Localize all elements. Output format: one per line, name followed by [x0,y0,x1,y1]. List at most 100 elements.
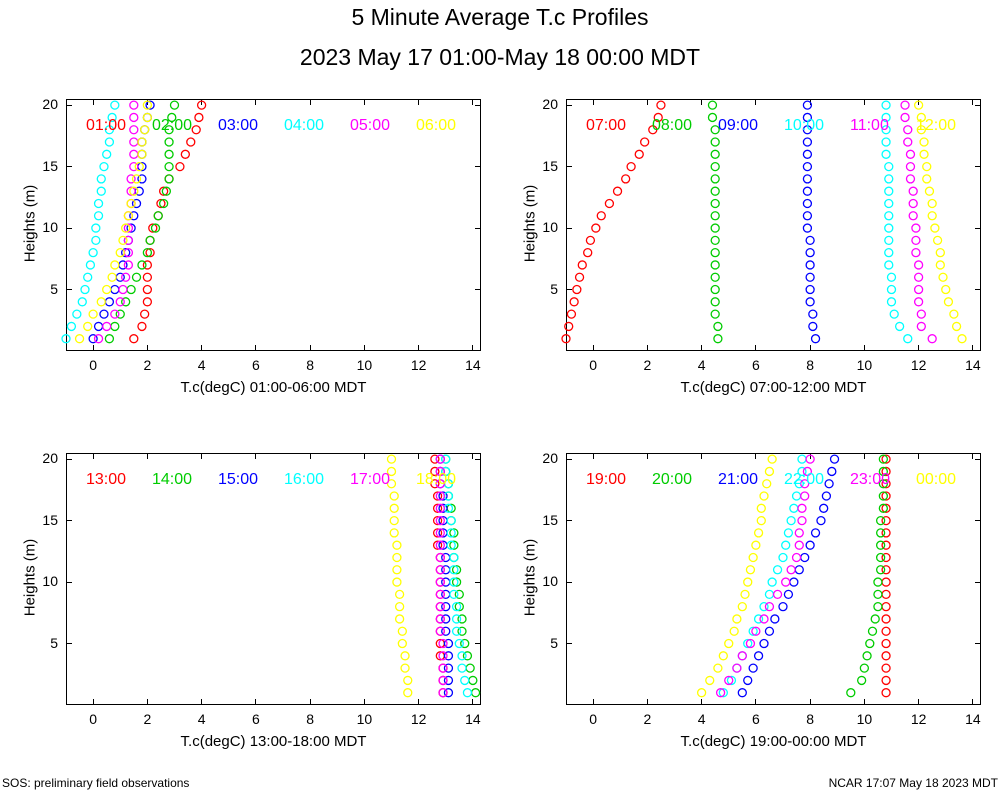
y-tick [475,166,481,168]
data-point [91,223,101,233]
x-tick [363,345,365,351]
data-point [794,540,804,550]
data-point [705,675,715,686]
data-point [457,663,467,673]
data-point [743,675,753,686]
data-point [194,112,204,123]
data-point [881,626,891,636]
data-point [805,260,815,270]
data-point [802,100,813,110]
data-point [789,503,799,513]
x-tick-label: 6 [751,357,760,373]
data-point [435,626,445,636]
data-point [764,602,775,612]
legend-entry: 13:00 [86,471,127,488]
data-point [104,334,115,344]
data-point [900,100,910,110]
data-point [392,577,402,587]
data-point [449,552,459,563]
data-point [881,663,891,673]
data-point [449,565,459,575]
legend-entry: 21:00 [718,471,759,488]
series-23:00 [715,454,815,698]
data-point [142,297,153,307]
data-point [451,626,462,636]
data-point [751,540,761,550]
data-point [115,248,125,258]
x-tick-label: 4 [197,711,206,727]
y-tick [566,104,572,106]
x-tick-label: 14 [465,357,481,373]
data-point [435,491,445,501]
y-tick [975,458,981,460]
data-point [438,638,448,649]
x-tick-label: 10 [356,711,373,727]
data-point [397,626,407,636]
x-axis-title: T.c(degC) 01:00-06:00 MDT [180,379,367,396]
series-04:00 [61,100,120,344]
data-point [919,149,929,159]
data-point [927,334,937,344]
data-point [710,284,720,295]
data-point [903,137,913,147]
data-point [881,454,891,464]
legend-entry: 03:00 [218,117,259,134]
data-point [443,663,454,673]
data-point [394,614,405,624]
data-point [881,528,891,538]
legend-entry: 04:00 [284,117,325,134]
data-point [873,577,883,587]
data-point [859,663,870,673]
data-point [713,663,723,673]
data-point [566,309,577,319]
y-tick-label: 5 [550,280,558,297]
data-point [710,125,720,135]
y-tick [66,289,72,291]
data-point [145,235,155,246]
data-point [167,112,177,123]
x-tick-label: 2 [643,357,652,373]
data-point [134,161,144,172]
x-tick-label: 10 [856,357,873,373]
data-point [123,211,134,221]
data-point [881,112,891,123]
y-tick [975,166,981,168]
data-point [786,515,796,526]
data-point [169,100,180,110]
series-20:00 [846,454,889,698]
data-point [794,479,804,489]
x-tick [918,699,920,705]
data-point [802,223,813,233]
data-point [449,589,459,600]
data-point [129,186,139,196]
data-point [932,235,943,246]
data-point [710,161,720,172]
data-point [435,466,445,477]
data-point [748,626,758,636]
x-tick [918,99,920,105]
data-point [435,614,445,624]
x-tick-label: 8 [306,357,314,373]
x-tick [146,699,148,705]
data-point [911,248,921,258]
data-point [791,491,802,501]
data-point [802,161,813,172]
data-point [802,125,813,135]
x-tick [363,99,365,105]
data-point [441,614,451,624]
data-point [913,100,924,110]
data-point [137,260,147,270]
x-tick [146,345,148,351]
data-point [805,272,815,282]
x-tick [646,699,648,705]
data-point [435,528,445,538]
data-point [142,248,153,258]
data-point [764,589,775,600]
data-point [913,260,924,270]
data-point [180,149,190,159]
data-point [759,491,769,501]
data-point [430,454,440,464]
data-point [438,688,448,698]
x-tick [418,99,420,105]
data-point [781,577,791,587]
